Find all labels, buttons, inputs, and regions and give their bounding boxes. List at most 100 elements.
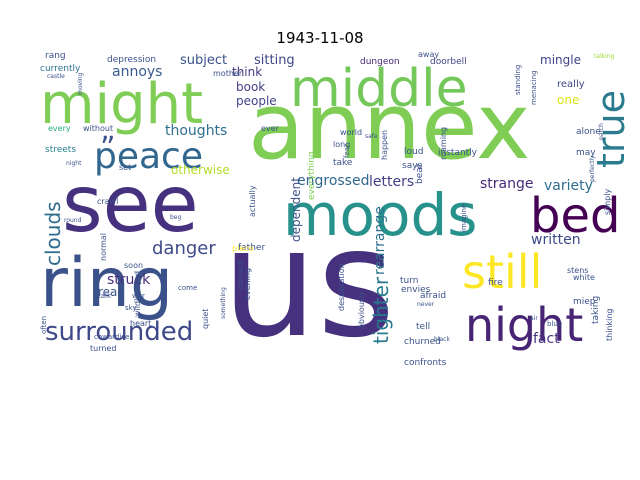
cloud-word: menacing bbox=[530, 70, 538, 105]
cloud-word: black bbox=[434, 336, 450, 343]
cloud-word: loud bbox=[404, 147, 423, 157]
cloud-word: sitting bbox=[254, 53, 295, 68]
cloud-word: obviously bbox=[357, 291, 366, 329]
cloud-word: book bbox=[236, 80, 265, 94]
cloud-word: otherwise bbox=[171, 163, 230, 177]
cloud-word: long bbox=[333, 140, 350, 149]
cloud-word: might bbox=[40, 72, 203, 137]
cloud-title: 1943-11-08 bbox=[276, 29, 364, 47]
cloud-word: patch bbox=[598, 123, 605, 140]
cloud-word: afraid bbox=[420, 291, 446, 301]
cloud-word: engrossed bbox=[297, 173, 369, 189]
cloud-word: white bbox=[573, 273, 595, 282]
cloud-word: mother bbox=[213, 69, 243, 78]
cloud-word: ring bbox=[40, 244, 173, 323]
cloud-word: blue bbox=[547, 320, 562, 328]
cloud-word: tell bbox=[416, 322, 430, 332]
cloud-word: fact bbox=[533, 331, 560, 347]
cloud-word: night bbox=[66, 160, 82, 167]
cloud-word: us bbox=[222, 197, 395, 371]
cloud-word: alone bbox=[576, 127, 601, 137]
cloud-word: danger bbox=[152, 238, 216, 259]
cloud-word: written bbox=[531, 232, 581, 248]
cloud-word: without bbox=[83, 124, 113, 133]
cloud-word: read bbox=[98, 285, 125, 299]
cloud-word: talking bbox=[594, 53, 615, 60]
cloud-word: actually bbox=[248, 185, 257, 217]
cloud-word: normal bbox=[99, 233, 108, 261]
cloud-word: roaming bbox=[439, 127, 448, 160]
cloud-word: perfectly bbox=[589, 155, 596, 182]
cloud-word: wildly—and bbox=[133, 271, 142, 317]
cloud-word: happen bbox=[380, 130, 389, 160]
cloud-word: bed bbox=[530, 188, 620, 244]
cloud-word: take bbox=[333, 158, 353, 168]
cloud-word: annex bbox=[248, 73, 530, 180]
cloud-word: currently bbox=[40, 64, 81, 74]
cloud-word: clouds bbox=[41, 201, 65, 266]
cloud-word: place bbox=[232, 244, 254, 253]
cloud-word: middle bbox=[290, 59, 468, 119]
cloud-word: cowardice bbox=[94, 333, 129, 341]
cloud-word: depression bbox=[107, 55, 156, 65]
cloud-word: mingle bbox=[540, 53, 581, 67]
cloud-word: moving bbox=[77, 72, 84, 95]
cloud-word: stomach bbox=[237, 260, 245, 290]
cloud-word: may bbox=[576, 148, 596, 158]
cloud-word: letters bbox=[369, 174, 414, 190]
cloud-word: beg bbox=[170, 214, 182, 221]
cloud-word: thoughts bbox=[165, 123, 227, 139]
cloud-word: every bbox=[48, 124, 71, 133]
cloud-word: confronts bbox=[404, 358, 447, 368]
cloud-word: dependent bbox=[289, 177, 303, 242]
cloud-word: struck bbox=[107, 272, 151, 288]
cloud-word: evening bbox=[243, 268, 252, 300]
cloud-word: fear bbox=[343, 144, 351, 158]
cloud-word: world bbox=[340, 128, 362, 137]
cloud-word: see bbox=[62, 160, 199, 250]
cloud-word: dungeon bbox=[360, 57, 400, 67]
cloud-word: still bbox=[462, 245, 542, 299]
cloud-word: standing bbox=[514, 65, 522, 95]
cloud-word: surrounded bbox=[45, 317, 193, 347]
cloud-word: stens bbox=[567, 266, 588, 275]
cloud-word: everything bbox=[307, 151, 317, 200]
cloud-word: something bbox=[220, 287, 227, 319]
cloud-word: quiet bbox=[201, 309, 210, 329]
cloud-word: simply bbox=[603, 189, 612, 215]
cloud-word: often bbox=[40, 316, 48, 334]
cloud-word: miep bbox=[573, 297, 596, 307]
cloud-word: peace bbox=[94, 136, 203, 177]
cloud-word: says bbox=[402, 161, 423, 171]
cloud-word: churned bbox=[404, 337, 441, 347]
cloud-word: taking bbox=[591, 296, 601, 324]
cloud-word: night bbox=[465, 298, 583, 352]
cloud-word: beat bbox=[415, 163, 425, 184]
cloud-word: instantly bbox=[438, 148, 478, 158]
cloud-word: air bbox=[530, 315, 538, 322]
cloud-word: moods bbox=[283, 181, 478, 249]
cloud-word: away bbox=[418, 50, 439, 59]
cloud-word: soon bbox=[124, 261, 143, 270]
cloud-word: annoys bbox=[112, 64, 162, 80]
cloud-word: turn bbox=[400, 276, 418, 286]
cloud-word: crawl bbox=[97, 197, 118, 206]
cloud-word: streets bbox=[45, 145, 76, 155]
cloud-word: variety bbox=[544, 178, 593, 194]
cloud-word: heart bbox=[130, 319, 151, 328]
cloud-word: people bbox=[236, 94, 277, 108]
cloud-word: war bbox=[132, 292, 145, 300]
cloud-word: ” bbox=[100, 131, 116, 166]
cloud-word: subject bbox=[180, 53, 227, 68]
cloud-word: one bbox=[557, 93, 579, 107]
cloud-word: think bbox=[232, 65, 262, 79]
cloud-word: desperation bbox=[337, 263, 346, 311]
cloud-word: turned bbox=[90, 344, 116, 353]
cloud-word: really bbox=[557, 79, 585, 90]
cloud-word: doorbell bbox=[430, 57, 467, 67]
cloud-word: rearrange bbox=[372, 206, 388, 275]
cloud-word: fire bbox=[488, 278, 503, 288]
cloud-word: come bbox=[178, 284, 197, 292]
cloud-word: round bbox=[64, 217, 82, 224]
